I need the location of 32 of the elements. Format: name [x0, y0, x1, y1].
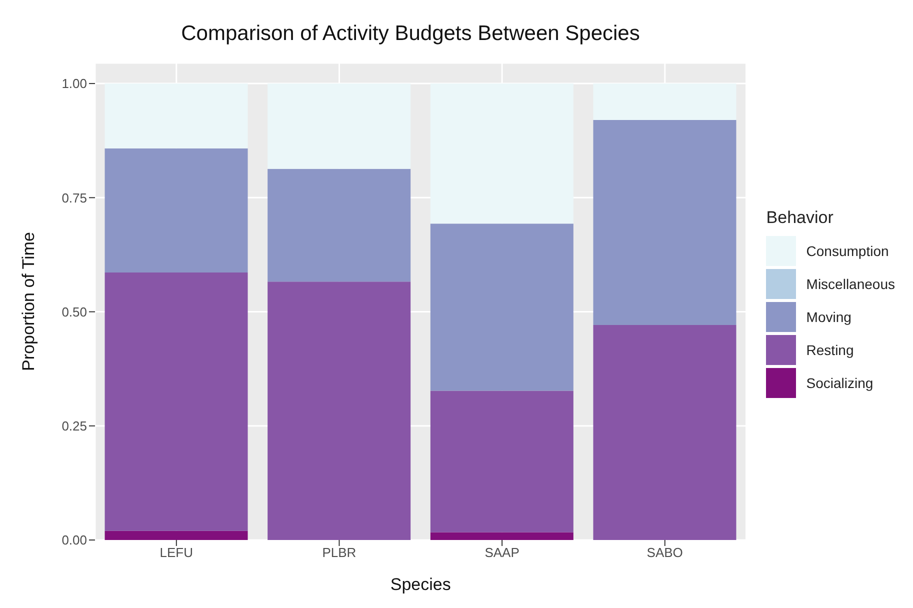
bar — [430, 84, 574, 224]
bar — [430, 532, 574, 540]
y-axis-title: Proportion of Time — [19, 232, 38, 371]
y-tick-label: 0.75 — [62, 190, 87, 206]
bar — [268, 84, 411, 169]
bar — [104, 84, 248, 148]
x-axis-title: Species — [390, 575, 451, 594]
legend-label: Resting — [806, 342, 854, 358]
bar — [593, 120, 736, 326]
y-tick-label: 0.25 — [62, 418, 87, 434]
bar — [104, 148, 248, 273]
x-tick-label: SABO — [646, 545, 683, 560]
legend-label: Consumption — [806, 242, 889, 258]
legend-label: Socializing — [806, 374, 874, 390]
bar — [104, 272, 248, 531]
bar — [430, 224, 574, 391]
legend-label: Miscellaneous — [806, 276, 895, 292]
legend-label: Moving — [806, 308, 852, 324]
x-tick-label: PLBR — [322, 545, 356, 560]
bar — [268, 282, 411, 540]
bar — [104, 530, 248, 540]
y-tick-label: 0.50 — [62, 304, 87, 320]
y-tick-label: 0.00 — [62, 532, 87, 548]
x-tick-label: SAAP — [484, 545, 520, 560]
y-tick-label: 1.00 — [62, 76, 87, 92]
x-tick-label: LEFU — [160, 545, 194, 560]
bar — [430, 390, 574, 532]
legend-title: Behavior — [766, 208, 834, 228]
bar — [593, 325, 736, 540]
bar — [593, 84, 736, 120]
bar — [268, 168, 411, 282]
chart-title: Comparison of Activity Budgets Between Species — [180, 22, 641, 46]
